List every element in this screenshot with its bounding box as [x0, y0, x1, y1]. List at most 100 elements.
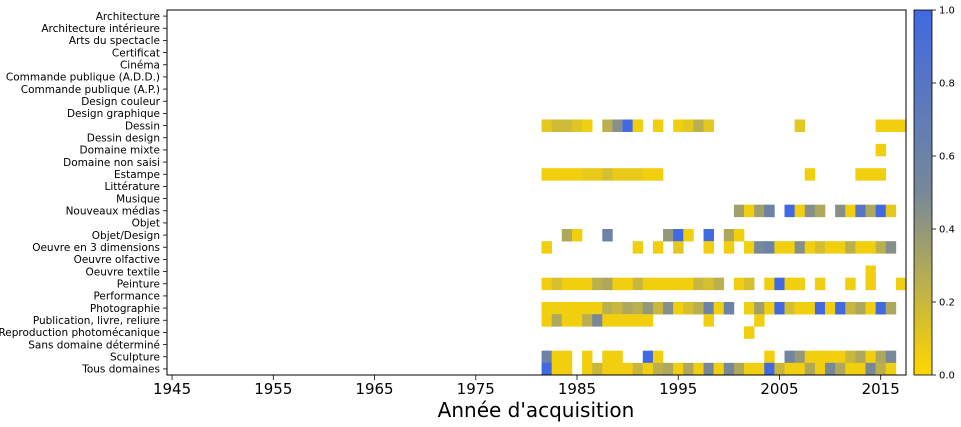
heatmap-cell	[794, 277, 806, 291]
y-tick-label: Musique	[116, 193, 160, 205]
heatmap-cell	[733, 229, 745, 242]
heatmap-cell	[622, 277, 633, 291]
heatmap-cell	[845, 362, 856, 376]
heatmap-cell	[845, 277, 856, 291]
heatmap-cell	[642, 302, 654, 315]
heatmap-cell	[642, 314, 654, 327]
plot-frame	[166, 9, 907, 376]
heatmap-cell	[865, 350, 876, 364]
heatmap-cell	[673, 119, 684, 132]
heatmap-cell	[551, 168, 563, 181]
y-tick-label: Dessin design	[87, 133, 160, 145]
heatmap-cell	[774, 362, 785, 376]
heatmap-cell	[642, 168, 654, 181]
heatmap-cell	[612, 277, 623, 291]
x-tick-label: 1975	[457, 380, 495, 398]
heatmap-cell	[794, 241, 806, 254]
heatmap-cell	[551, 277, 563, 291]
heatmap-cell	[754, 204, 765, 218]
heatmap-cell	[825, 302, 836, 315]
heatmap-cell	[754, 314, 765, 327]
heatmap-cell	[683, 362, 694, 376]
x-tick-label: 1995	[659, 380, 697, 398]
heatmap-cell	[875, 119, 887, 132]
heatmap-cell	[622, 302, 633, 315]
heatmap-cell	[814, 350, 826, 364]
heatmap-cell	[865, 168, 876, 181]
heatmap-cell	[582, 302, 593, 315]
heatmap-cell	[652, 241, 664, 254]
heatmap-cell	[885, 302, 897, 315]
colorbar-tick-label: 0.2	[939, 298, 955, 309]
heatmap-cell	[602, 277, 613, 291]
heatmap-cell	[612, 314, 623, 327]
heatmap-cell	[875, 204, 887, 218]
heatmap-cell	[723, 229, 735, 242]
heatmap-cell	[652, 302, 664, 315]
heatmap-cell	[754, 302, 765, 315]
y-tick-label: Design couleur	[81, 96, 160, 108]
y-tick-label: Reproduction photomécanique	[0, 327, 160, 339]
heatmap-cell	[764, 204, 775, 218]
heatmap-cell	[794, 302, 806, 315]
heatmap-cell	[733, 204, 745, 218]
heatmap-cell	[703, 362, 714, 376]
heatmap-cell	[875, 168, 887, 181]
heatmap-cell	[784, 302, 795, 315]
heatmap-cell	[673, 302, 684, 315]
heatmap-cell	[592, 277, 603, 291]
heatmap-cell	[632, 119, 644, 132]
heatmap-cells	[541, 119, 907, 376]
heatmap-cell	[764, 350, 775, 364]
heatmap-cell	[592, 362, 603, 376]
heatmap-cell	[855, 362, 866, 376]
heatmap-cell	[561, 302, 573, 315]
heatmap-cell	[683, 119, 694, 132]
heatmap-cell	[885, 350, 897, 364]
heatmap-cell	[794, 362, 806, 376]
heatmap-cell	[632, 362, 644, 376]
heatmap-cell	[683, 302, 694, 315]
heatmap-cell	[855, 204, 866, 218]
heatmap-cell	[663, 302, 674, 315]
heatmap-cell	[663, 362, 674, 376]
heatmap-cell	[784, 277, 795, 291]
heatmap-cell	[744, 362, 755, 376]
y-tick-label: Commande publique (A.D.D.)	[6, 72, 160, 84]
heatmap-cell	[541, 362, 552, 376]
heatmap-cell	[774, 302, 785, 315]
x-axis-title: Année d'acquisition	[438, 398, 635, 422]
colorbar-axis: 0.0 0.2 0.4 0.6 0.8 1.0	[932, 6, 955, 382]
heatmap-cell	[825, 241, 836, 254]
heatmap-cell	[582, 168, 593, 181]
heatmap-cell	[744, 241, 755, 254]
heatmap-cell	[744, 204, 755, 218]
heatmap-cell	[804, 350, 816, 364]
heatmap-cell	[541, 277, 552, 291]
heatmap-cell	[622, 362, 633, 376]
heatmap-cell	[582, 314, 593, 327]
colorbar-tick-label: 0.6	[939, 152, 955, 163]
heatmap-cell	[602, 229, 613, 242]
heatmap-cell	[652, 350, 664, 364]
heatmap-cell	[804, 204, 816, 218]
heatmap-cell	[814, 362, 826, 376]
heatmap-cell	[632, 314, 644, 327]
y-tick-label: Architecture intérieure	[41, 23, 160, 35]
x-tick-label: 1985	[558, 380, 596, 398]
heatmap-cell	[865, 204, 876, 218]
heatmap-cell	[845, 350, 856, 364]
heatmap-cell	[764, 302, 775, 315]
heatmap-cell	[875, 362, 887, 376]
heatmap-cell	[561, 350, 573, 364]
heatmap-cell	[541, 302, 552, 315]
heatmap-cell	[723, 302, 735, 315]
heatmap-cell	[885, 241, 897, 254]
heatmap-cell	[804, 168, 816, 181]
heatmap-cell	[582, 350, 593, 364]
heatmap-cell	[602, 314, 613, 327]
heatmap-cell	[713, 277, 725, 291]
y-tick-label: Peinture	[117, 279, 160, 291]
heatmap-cell	[652, 168, 664, 181]
